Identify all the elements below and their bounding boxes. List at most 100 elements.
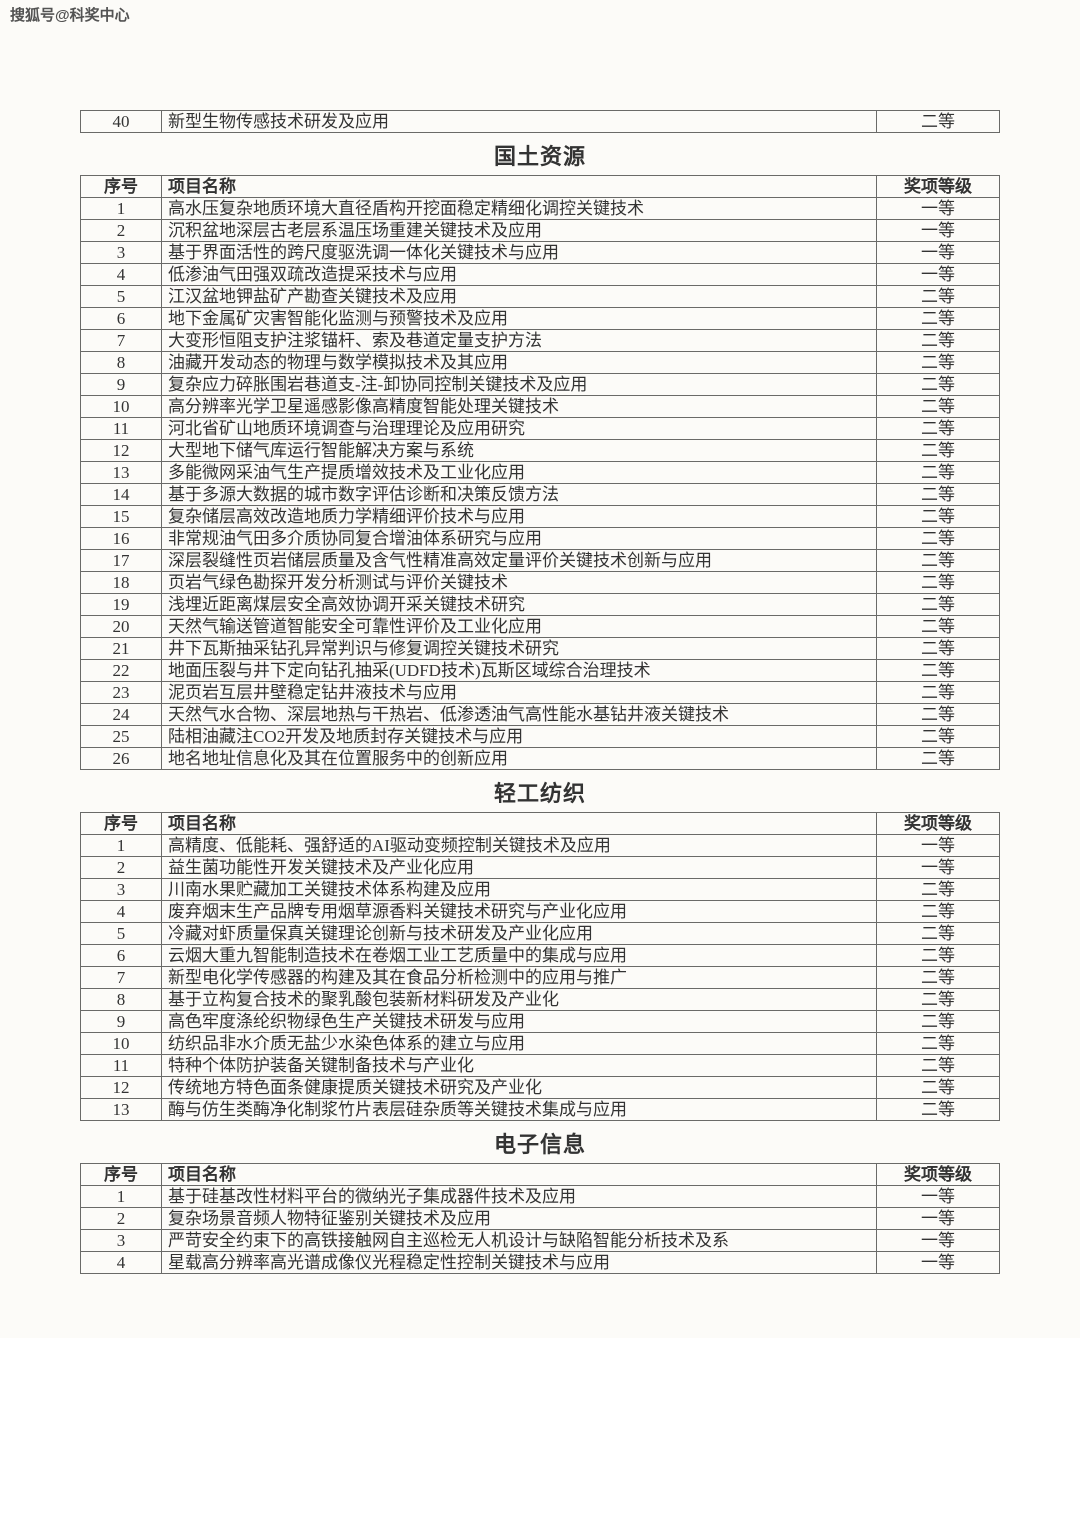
award-grade: 二等 bbox=[877, 682, 1000, 704]
project-name: 益生菌功能性开发关键技术及产业化应用 bbox=[162, 857, 877, 879]
award-grade: 二等 bbox=[877, 989, 1000, 1011]
row-number: 4 bbox=[81, 901, 162, 923]
award-grade: 二等 bbox=[877, 726, 1000, 748]
project-name: 天然气水合物、深层地热与干热岩、低渗透油气高性能水基钻井液关键技术 bbox=[162, 704, 877, 726]
header-grade: 奖项等级 bbox=[877, 813, 1000, 835]
project-name: 大型地下储气库运行智能解决方案与系统 bbox=[162, 440, 877, 462]
header-number: 序号 bbox=[81, 176, 162, 198]
row-number: 19 bbox=[81, 594, 162, 616]
table-row: 8基于立构复合技术的聚乳酸包装新材料研发及产业化二等 bbox=[81, 989, 1000, 1011]
row-number: 26 bbox=[81, 748, 162, 770]
table-row: 12大型地下储气库运行智能解决方案与系统二等 bbox=[81, 440, 1000, 462]
project-name: 非常规油气田多介质协同复合增油体系研究与应用 bbox=[162, 528, 877, 550]
row-number: 25 bbox=[81, 726, 162, 748]
project-name: 基于硅基改性材料平台的微纳光子集成器件技术及应用 bbox=[162, 1186, 877, 1208]
document-page: 40 新型生物传感技术研发及应用 二等 国土资源序号项目名称奖项等级1高水压复杂… bbox=[0, 0, 1080, 1338]
table-row: 6云烟大重九智能制造技术在卷烟工业工艺质量中的集成与应用二等 bbox=[81, 945, 1000, 967]
row-number: 17 bbox=[81, 550, 162, 572]
award-grade: 二等 bbox=[877, 550, 1000, 572]
row-number: 24 bbox=[81, 704, 162, 726]
table-row: 21井下瓦斯抽采钻孔异常判识与修复调控关键技术研究二等 bbox=[81, 638, 1000, 660]
project-name: 复杂储层高效改造地质力学精细评价技术与应用 bbox=[162, 506, 877, 528]
row-number: 12 bbox=[81, 1077, 162, 1099]
award-grade: 二等 bbox=[877, 1055, 1000, 1077]
row-number: 18 bbox=[81, 572, 162, 594]
table-row: 1高精度、低能耗、强舒适的AI驱动变频控制关键技术及应用一等 bbox=[81, 835, 1000, 857]
award-grade: 一等 bbox=[877, 1252, 1000, 1274]
row-number: 14 bbox=[81, 484, 162, 506]
row-number: 5 bbox=[81, 286, 162, 308]
awards-table: 序号项目名称奖项等级1高水压复杂地质环境大直径盾构开挖面稳定精细化调控关键技术一… bbox=[80, 175, 1000, 770]
row-number: 6 bbox=[81, 945, 162, 967]
table-row: 11特种个体防护装备关键制备技术与产业化二等 bbox=[81, 1055, 1000, 1077]
project-name: 大变形恒阻支护注浆锚杆、索及巷道定量支护方法 bbox=[162, 330, 877, 352]
row-number: 4 bbox=[81, 1252, 162, 1274]
award-grade: 二等 bbox=[877, 748, 1000, 770]
table-row: 7大变形恒阻支护注浆锚杆、索及巷道定量支护方法二等 bbox=[81, 330, 1000, 352]
award-grade: 二等 bbox=[877, 308, 1000, 330]
row-number: 8 bbox=[81, 989, 162, 1011]
table-row: 13多能微网采油气生产提质增效技术及工业化应用二等 bbox=[81, 462, 1000, 484]
table-header-row: 序号项目名称奖项等级 bbox=[81, 813, 1000, 835]
award-grade: 二等 bbox=[877, 967, 1000, 989]
award-grade: 二等 bbox=[877, 879, 1000, 901]
project-name: 新型电化学传感器的构建及其在食品分析检测中的应用与推广 bbox=[162, 967, 877, 989]
row-number: 8 bbox=[81, 352, 162, 374]
table-row: 23泥页岩互层井壁稳定钻井液技术与应用二等 bbox=[81, 682, 1000, 704]
project-name: 高分辨率光学卫星遥感影像高精度智能处理关键技术 bbox=[162, 396, 877, 418]
table-header-row: 序号项目名称奖项等级 bbox=[81, 1164, 1000, 1186]
award-grade: 二等 bbox=[877, 572, 1000, 594]
row-number: 9 bbox=[81, 1011, 162, 1033]
table-row: 16非常规油气田多介质协同复合增油体系研究与应用二等 bbox=[81, 528, 1000, 550]
row-number: 22 bbox=[81, 660, 162, 682]
project-name: 浅埋近距离煤层安全高效协调开采关键技术研究 bbox=[162, 594, 877, 616]
award-grade: 二等 bbox=[877, 704, 1000, 726]
table-row: 14基于多源大数据的城市数字评估诊断和决策反馈方法二等 bbox=[81, 484, 1000, 506]
awards-table: 序号项目名称奖项等级1高精度、低能耗、强舒适的AI驱动变频控制关键技术及应用一等… bbox=[80, 812, 1000, 1121]
project-name: 河北省矿山地质环境调查与治理理论及应用研究 bbox=[162, 418, 877, 440]
row-number: 1 bbox=[81, 198, 162, 220]
table-row: 19浅埋近距离煤层安全高效协调开采关键技术研究二等 bbox=[81, 594, 1000, 616]
award-grade: 二等 bbox=[877, 330, 1000, 352]
table-row: 4废弃烟末生产品牌专用烟草源香料关键技术研究与产业化应用二等 bbox=[81, 901, 1000, 923]
project-name: 井下瓦斯抽采钻孔异常判识与修复调控关键技术研究 bbox=[162, 638, 877, 660]
project-name: 江汉盆地钾盐矿产勘查关键技术及应用 bbox=[162, 286, 877, 308]
award-grade: 二等 bbox=[877, 418, 1000, 440]
award-grade: 二等 bbox=[877, 945, 1000, 967]
award-grade: 二等 bbox=[877, 111, 1000, 133]
project-name: 高精度、低能耗、强舒适的AI驱动变频控制关键技术及应用 bbox=[162, 835, 877, 857]
table-row: 9高色牢度涤纶织物绿色生产关键技术研发与应用二等 bbox=[81, 1011, 1000, 1033]
award-grade: 二等 bbox=[877, 352, 1000, 374]
row-number: 15 bbox=[81, 506, 162, 528]
award-grade: 二等 bbox=[877, 923, 1000, 945]
project-name: 陆相油藏注CO2开发及地质封存关键技术与应用 bbox=[162, 726, 877, 748]
award-grade: 二等 bbox=[877, 901, 1000, 923]
table-row: 6地下金属矿灾害智能化监测与预警技术及应用二等 bbox=[81, 308, 1000, 330]
table-row: 8油藏开发动态的物理与数学模拟技术及其应用二等 bbox=[81, 352, 1000, 374]
award-grade: 一等 bbox=[877, 1208, 1000, 1230]
award-grade: 二等 bbox=[877, 440, 1000, 462]
row-number: 2 bbox=[81, 1208, 162, 1230]
table-row: 2沉积盆地深层古老层系温压场重建关键技术及应用一等 bbox=[81, 220, 1000, 242]
section-title: 电子信息 bbox=[80, 1125, 1000, 1163]
award-grade: 一等 bbox=[877, 264, 1000, 286]
award-grade: 一等 bbox=[877, 835, 1000, 857]
award-grade: 二等 bbox=[877, 374, 1000, 396]
row-number: 2 bbox=[81, 857, 162, 879]
header-name: 项目名称 bbox=[162, 176, 877, 198]
table-row: 2益生菌功能性开发关键技术及产业化应用一等 bbox=[81, 857, 1000, 879]
table-row: 2复杂场景音频人物特征鉴别关键技术及应用一等 bbox=[81, 1208, 1000, 1230]
row-number: 1 bbox=[81, 835, 162, 857]
project-name: 地面压裂与井下定向钻孔抽采(UDFD技术)瓦斯区域综合治理技术 bbox=[162, 660, 877, 682]
project-name: 基于界面活性的跨尺度驱洗调一体化关键技术与应用 bbox=[162, 242, 877, 264]
project-name: 复杂应力碎胀围岩巷道支-注-卸协同控制关键技术及应用 bbox=[162, 374, 877, 396]
table-row: 22地面压裂与井下定向钻孔抽采(UDFD技术)瓦斯区域综合治理技术二等 bbox=[81, 660, 1000, 682]
table-row: 13酶与仿生类酶净化制浆竹片表层硅杂质等关键技术集成与应用二等 bbox=[81, 1099, 1000, 1121]
award-grade: 一等 bbox=[877, 1186, 1000, 1208]
project-name: 云烟大重九智能制造技术在卷烟工业工艺质量中的集成与应用 bbox=[162, 945, 877, 967]
table-row: 3基于界面活性的跨尺度驱洗调一体化关键技术与应用一等 bbox=[81, 242, 1000, 264]
project-name: 地下金属矿灾害智能化监测与预警技术及应用 bbox=[162, 308, 877, 330]
table-row: 11河北省矿山地质环境调查与治理理论及应用研究二等 bbox=[81, 418, 1000, 440]
watermark-text: 搜狐号@科奖中心 bbox=[10, 4, 130, 25]
section-title: 国土资源 bbox=[80, 137, 1000, 175]
